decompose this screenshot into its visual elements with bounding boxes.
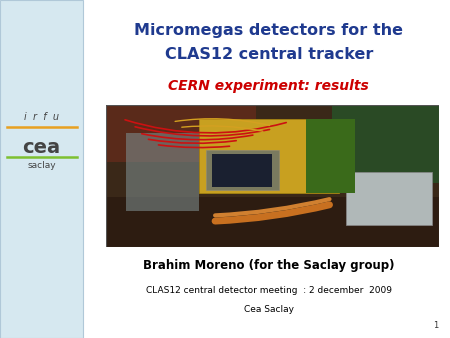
Bar — [0, 0, 83, 338]
Bar — [346, 171, 432, 225]
Text: Cea Saclay: Cea Saclay — [244, 305, 294, 314]
Text: Micromegas detectors for the: Micromegas detectors for the — [135, 23, 403, 38]
Text: i  r  f  u: i r f u — [24, 112, 59, 122]
Text: Brahim Moreno (for the Saclay group): Brahim Moreno (for the Saclay group) — [143, 259, 395, 272]
Bar — [206, 150, 279, 190]
Bar — [332, 105, 439, 183]
Bar — [212, 154, 272, 187]
Text: cea: cea — [22, 138, 61, 156]
Text: CLAS12 central tracker: CLAS12 central tracker — [165, 47, 373, 62]
Bar — [306, 119, 356, 193]
Text: 1: 1 — [433, 320, 439, 330]
Bar — [199, 119, 339, 193]
Bar — [106, 197, 439, 247]
Text: CERN experiment: results: CERN experiment: results — [168, 79, 369, 93]
FancyArrowPatch shape — [215, 205, 329, 221]
Text: CLAS12 central detector meeting  : 2 december  2009: CLAS12 central detector meeting : 2 dece… — [146, 286, 392, 295]
Text: saclay: saclay — [27, 161, 56, 170]
FancyArrowPatch shape — [215, 199, 329, 215]
Bar — [106, 105, 256, 162]
Bar — [126, 133, 199, 211]
